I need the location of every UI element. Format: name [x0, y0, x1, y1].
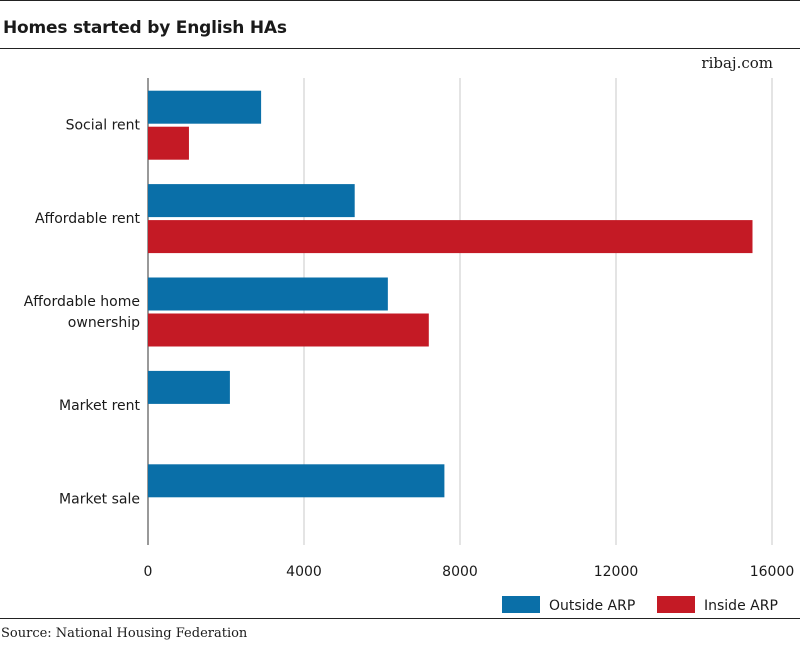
category-label: Market sale	[59, 491, 140, 507]
x-tick-label: 8000	[442, 564, 478, 580]
legend-swatch	[657, 596, 695, 613]
x-tick-label: 16000	[750, 564, 795, 580]
title-rule	[0, 48, 800, 49]
category-label: Market rent	[59, 398, 141, 414]
footer-rule	[0, 618, 800, 619]
category-label: Affordable rent	[35, 211, 141, 227]
bar-outside-arp	[148, 464, 445, 498]
top-rule	[0, 0, 800, 1]
bar-inside-arp	[148, 313, 429, 347]
category-label: ownership	[68, 315, 140, 331]
category-label: Social rent	[66, 118, 141, 134]
x-tick-label: 12000	[594, 564, 639, 580]
bar-inside-arp	[148, 126, 189, 160]
x-tick-label: 4000	[286, 564, 322, 580]
legend-label: Outside ARP	[549, 598, 635, 614]
brand-label: ribaj.com	[701, 54, 773, 72]
bar-outside-arp	[148, 370, 230, 404]
x-tick-label: 0	[144, 564, 153, 580]
source-note: Source: National Housing Federation	[1, 626, 248, 641]
bar-outside-arp	[148, 90, 262, 124]
category-label: Affordable home	[24, 294, 140, 310]
legend-swatch	[502, 596, 540, 613]
bar-outside-arp	[148, 184, 355, 218]
legend-label: Inside ARP	[704, 598, 778, 614]
bar-inside-arp	[148, 220, 753, 254]
chart-title: Homes started by English HAs	[3, 18, 287, 38]
bar-outside-arp	[148, 277, 388, 311]
